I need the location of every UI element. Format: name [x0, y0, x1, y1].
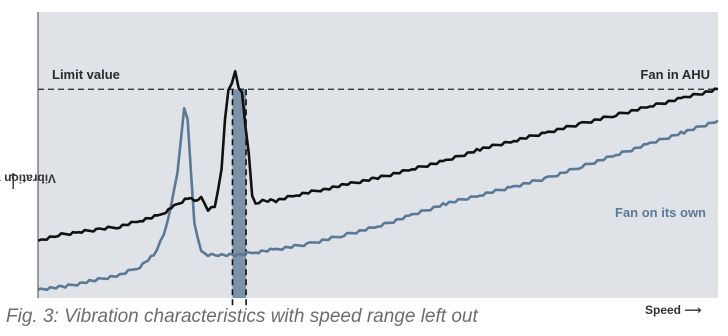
annotation-fan-on-its-own: Fan on its own	[615, 205, 706, 220]
y-axis-label: Vibration velocity ⟶	[0, 172, 56, 190]
skipped-speed-band	[232, 89, 247, 298]
limit-label: Limit value	[52, 67, 120, 82]
annotation-fan-in-ahu: Fan in AHU	[640, 67, 710, 82]
series-line-fan-in-ahu	[37, 69, 719, 242]
y-axis-label-text: Vibration velocity	[0, 171, 56, 186]
x-axis-label-text: Speed	[645, 303, 682, 317]
figure-caption: Fig. 3: Vibration characteristics with s…	[6, 306, 478, 327]
plot-background	[38, 12, 718, 298]
x-axis-label: Speed ⟶	[645, 303, 702, 317]
series-line-fan-on-its-own	[37, 107, 719, 292]
